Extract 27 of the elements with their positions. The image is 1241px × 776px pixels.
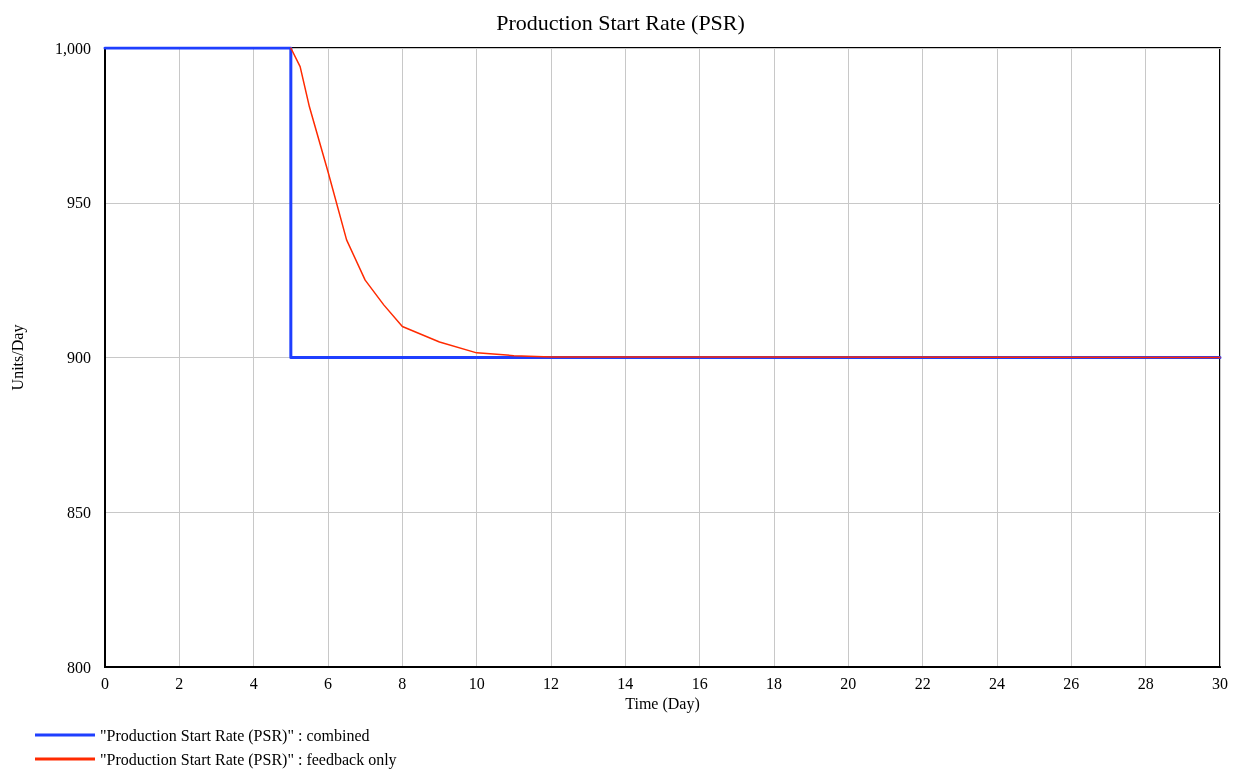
y-axis-title: Units/Day [8, 324, 27, 391]
legend-label: "Production Start Rate (PSR)" : feedback only [100, 750, 397, 769]
y-tick-label: 950 [67, 194, 91, 212]
x-tick-label: 8 [398, 674, 407, 692]
x-tick-label: 16 [691, 674, 708, 692]
x-tick-label: 12 [543, 674, 559, 692]
y-tick-label: 800 [67, 658, 91, 676]
y-tick-label: 900 [67, 349, 91, 366]
x-tick-label: 6 [324, 674, 332, 692]
x-tick-label: 28 [1137, 674, 1154, 692]
x-tick-label: 22 [914, 674, 931, 692]
x-tick-label: 2 [175, 674, 184, 692]
x-tick-label: 26 [1063, 674, 1080, 692]
legend-label: "Production Start Rate (PSR)" : combined [100, 726, 370, 745]
x-tick-label: 20 [840, 674, 857, 692]
x-tick-label: 14 [617, 674, 634, 692]
x-tick-label: 24 [989, 674, 1005, 692]
x-tick-label: 30 [1212, 674, 1228, 692]
x-tick-label: 0 [101, 674, 109, 692]
x-axis-title: Time (Day) [625, 695, 700, 714]
line-series [290, 47, 1221, 359]
x-tick-label: 10 [468, 674, 485, 692]
x-tick-label: 4 [249, 674, 258, 692]
y-tick-label: 850 [67, 503, 91, 521]
y-tick-label: 1,000 [55, 39, 91, 57]
chart-title: Production Start Rate (PSR) [496, 9, 745, 35]
x-tick-label: 18 [766, 674, 782, 692]
